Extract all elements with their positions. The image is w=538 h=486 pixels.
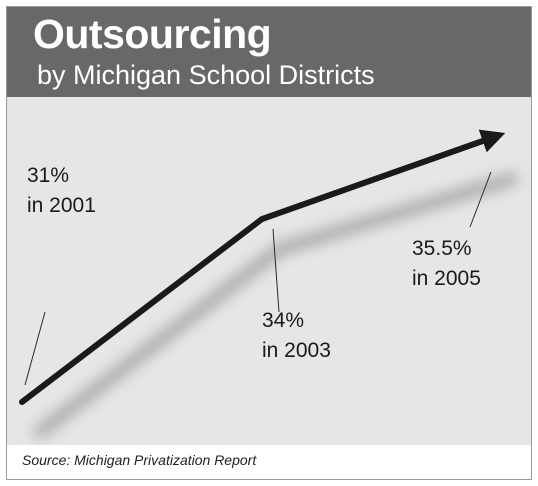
data-label-year-2005: in 2005 (412, 267, 481, 290)
chart-header: Outsourcing by Michigan School Districts (7, 7, 531, 97)
series-line (19, 129, 506, 405)
series-line-shadow (34, 173, 518, 438)
source-note: Source: Michigan Privatization Report (22, 452, 257, 468)
chart-frame: Outsourcing by Michigan School Districts… (6, 6, 532, 480)
leader-line-2001 (24, 311, 46, 386)
leader-line-2003 (272, 228, 280, 313)
chart-title: Outsourcing (33, 11, 272, 57)
leader-line-2005 (469, 171, 492, 228)
line-chart: 31% in 2001 34% in 2003 35.5% in 2005 (19, 129, 518, 438)
chart-subtitle: by Michigan School Districts (37, 60, 375, 90)
data-label-value-2005: 35.5% (412, 237, 472, 260)
data-label-value-2001: 31% (27, 164, 69, 187)
source-strip (7, 445, 531, 479)
data-label-year-2001: in 2001 (27, 194, 96, 217)
data-label-value-2003: 34% (262, 309, 304, 332)
data-label-year-2003: in 2003 (262, 339, 331, 362)
